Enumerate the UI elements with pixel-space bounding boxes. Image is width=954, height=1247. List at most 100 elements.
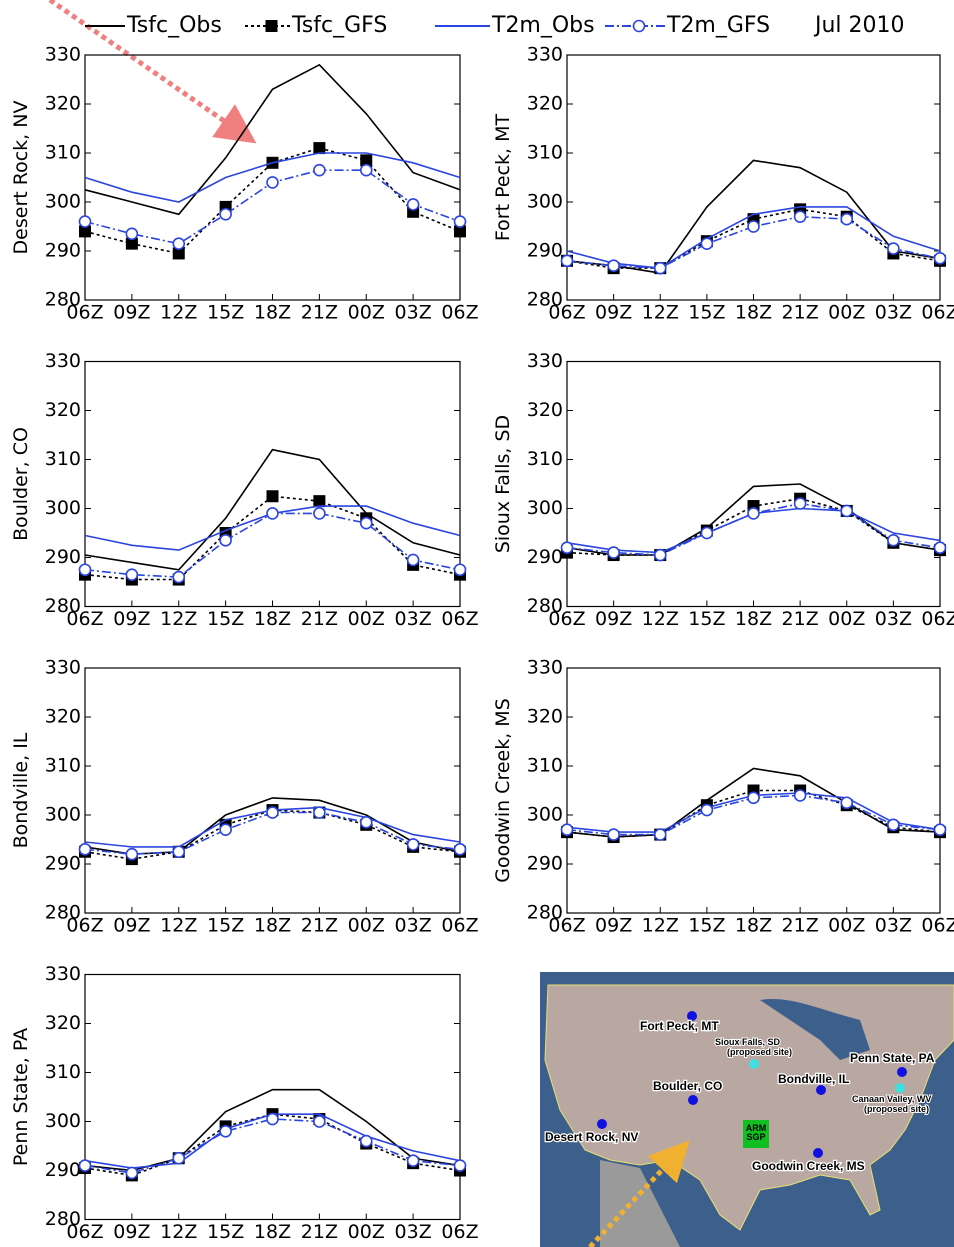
marker-circle [80,564,91,575]
marker-circle [267,177,278,188]
marker-circle [795,498,806,509]
y-tick-label: 290 [45,1159,81,1181]
y-tick-label: 330 [45,44,81,66]
marker-circle [267,807,278,818]
marker-circle [701,805,712,816]
y-tick-label: 320 [527,399,563,421]
x-tick-label: 09Z [113,302,150,324]
y-tick-label: 320 [527,706,563,728]
y-tick-label: 330 [527,350,563,372]
y-tick-label: 330 [527,657,563,679]
plot-frame [567,362,940,607]
x-tick-label: 21Z [782,302,819,324]
marker-circle [314,508,325,519]
marker-circle [608,547,619,558]
site-dot [688,1095,698,1105]
y-tick-label: 300 [527,497,563,519]
x-tick-label: 00Z [348,1221,385,1243]
y-tick-label: 310 [527,142,563,164]
x-tick-label: 06Z [66,915,103,937]
x-tick-label: 15Z [207,302,244,324]
x-tick-label: 09Z [113,915,150,937]
marker-circle [361,518,372,529]
x-tick-label: 06Z [66,608,103,630]
marker-circle [361,817,372,828]
marker-circle [935,824,946,835]
y-tick-label: 290 [527,240,563,262]
x-tick-label: 18Z [735,302,772,324]
x-tick-label: 06Z [66,1221,103,1243]
marker-circle [314,1116,325,1127]
marker-circle [455,1160,466,1171]
x-tick-label: 21Z [301,915,338,937]
figure: Fort Peck, MTSioux Falls, SD(proposed si… [0,0,954,1247]
y-axis-label: Sioux Falls, SD [492,415,514,553]
period-label: Jul 2010 [813,13,905,38]
x-tick-label: 06Z [921,302,954,324]
x-tick-label: 12Z [160,302,197,324]
site-dot [813,1148,823,1158]
site-dot [897,1067,907,1077]
x-tick-label: 03Z [395,915,432,937]
site-label: Sioux Falls, SD [715,1037,781,1047]
y-tick-label: 310 [527,755,563,777]
x-tick-label: 00Z [828,608,865,630]
x-tick-label: 12Z [160,915,197,937]
marker-circle [935,542,946,553]
marker-circle [655,263,666,274]
panel: 28029030031032033006Z09Z12Z15Z18Z21Z00Z0… [492,44,954,324]
site-label: SGP [746,1132,765,1142]
x-tick-label: 00Z [828,915,865,937]
marker-circle [126,228,137,239]
x-tick-label: 06Z [441,1221,478,1243]
x-tick-label: 06Z [441,302,478,324]
marker-circle [173,846,184,857]
site-dot [597,1119,607,1129]
y-tick-label: 330 [45,657,81,679]
marker-circle [361,1136,372,1147]
y-tick-label: 320 [527,93,563,115]
y-tick-label: 310 [45,142,81,164]
x-tick-label: 18Z [735,608,772,630]
legend-label: Tsfc_GFS [291,13,387,38]
marker-circle [888,819,899,830]
x-tick-label: 03Z [395,608,432,630]
y-tick-label: 290 [527,546,563,568]
plot-frame [85,362,460,607]
x-tick-label: 21Z [782,915,819,937]
marker-circle [655,829,666,840]
x-tick-label: 15Z [688,915,725,937]
site-label: Bondville, IL [778,1072,849,1086]
x-tick-label: 18Z [254,302,291,324]
marker-circle [314,807,325,818]
marker-circle [841,797,852,808]
marker-circle [888,535,899,546]
x-tick-label: 18Z [254,915,291,937]
site-label: Desert Rock, NV [545,1130,638,1144]
marker-circle [408,1155,419,1166]
marker-circle [748,508,759,519]
marker-circle [748,221,759,232]
legend-label: T2m_GFS [666,13,770,38]
marker-circle [701,528,712,539]
marker-circle [634,21,645,32]
x-tick-label: 03Z [875,915,912,937]
x-tick-label: 18Z [735,915,772,937]
x-tick-label: 03Z [395,1221,432,1243]
marker-circle [455,216,466,227]
x-tick-label: 12Z [642,302,679,324]
x-tick-label: 06Z [921,608,954,630]
y-tick-label: 310 [45,448,81,470]
y-tick-label: 300 [527,191,563,213]
x-tick-label: 12Z [160,608,197,630]
y-tick-label: 290 [45,853,81,875]
y-tick-label: 320 [45,93,81,115]
marker-square [267,490,279,502]
y-tick-label: 290 [527,853,563,875]
plot-frame [85,668,460,913]
marker-circle [126,569,137,580]
